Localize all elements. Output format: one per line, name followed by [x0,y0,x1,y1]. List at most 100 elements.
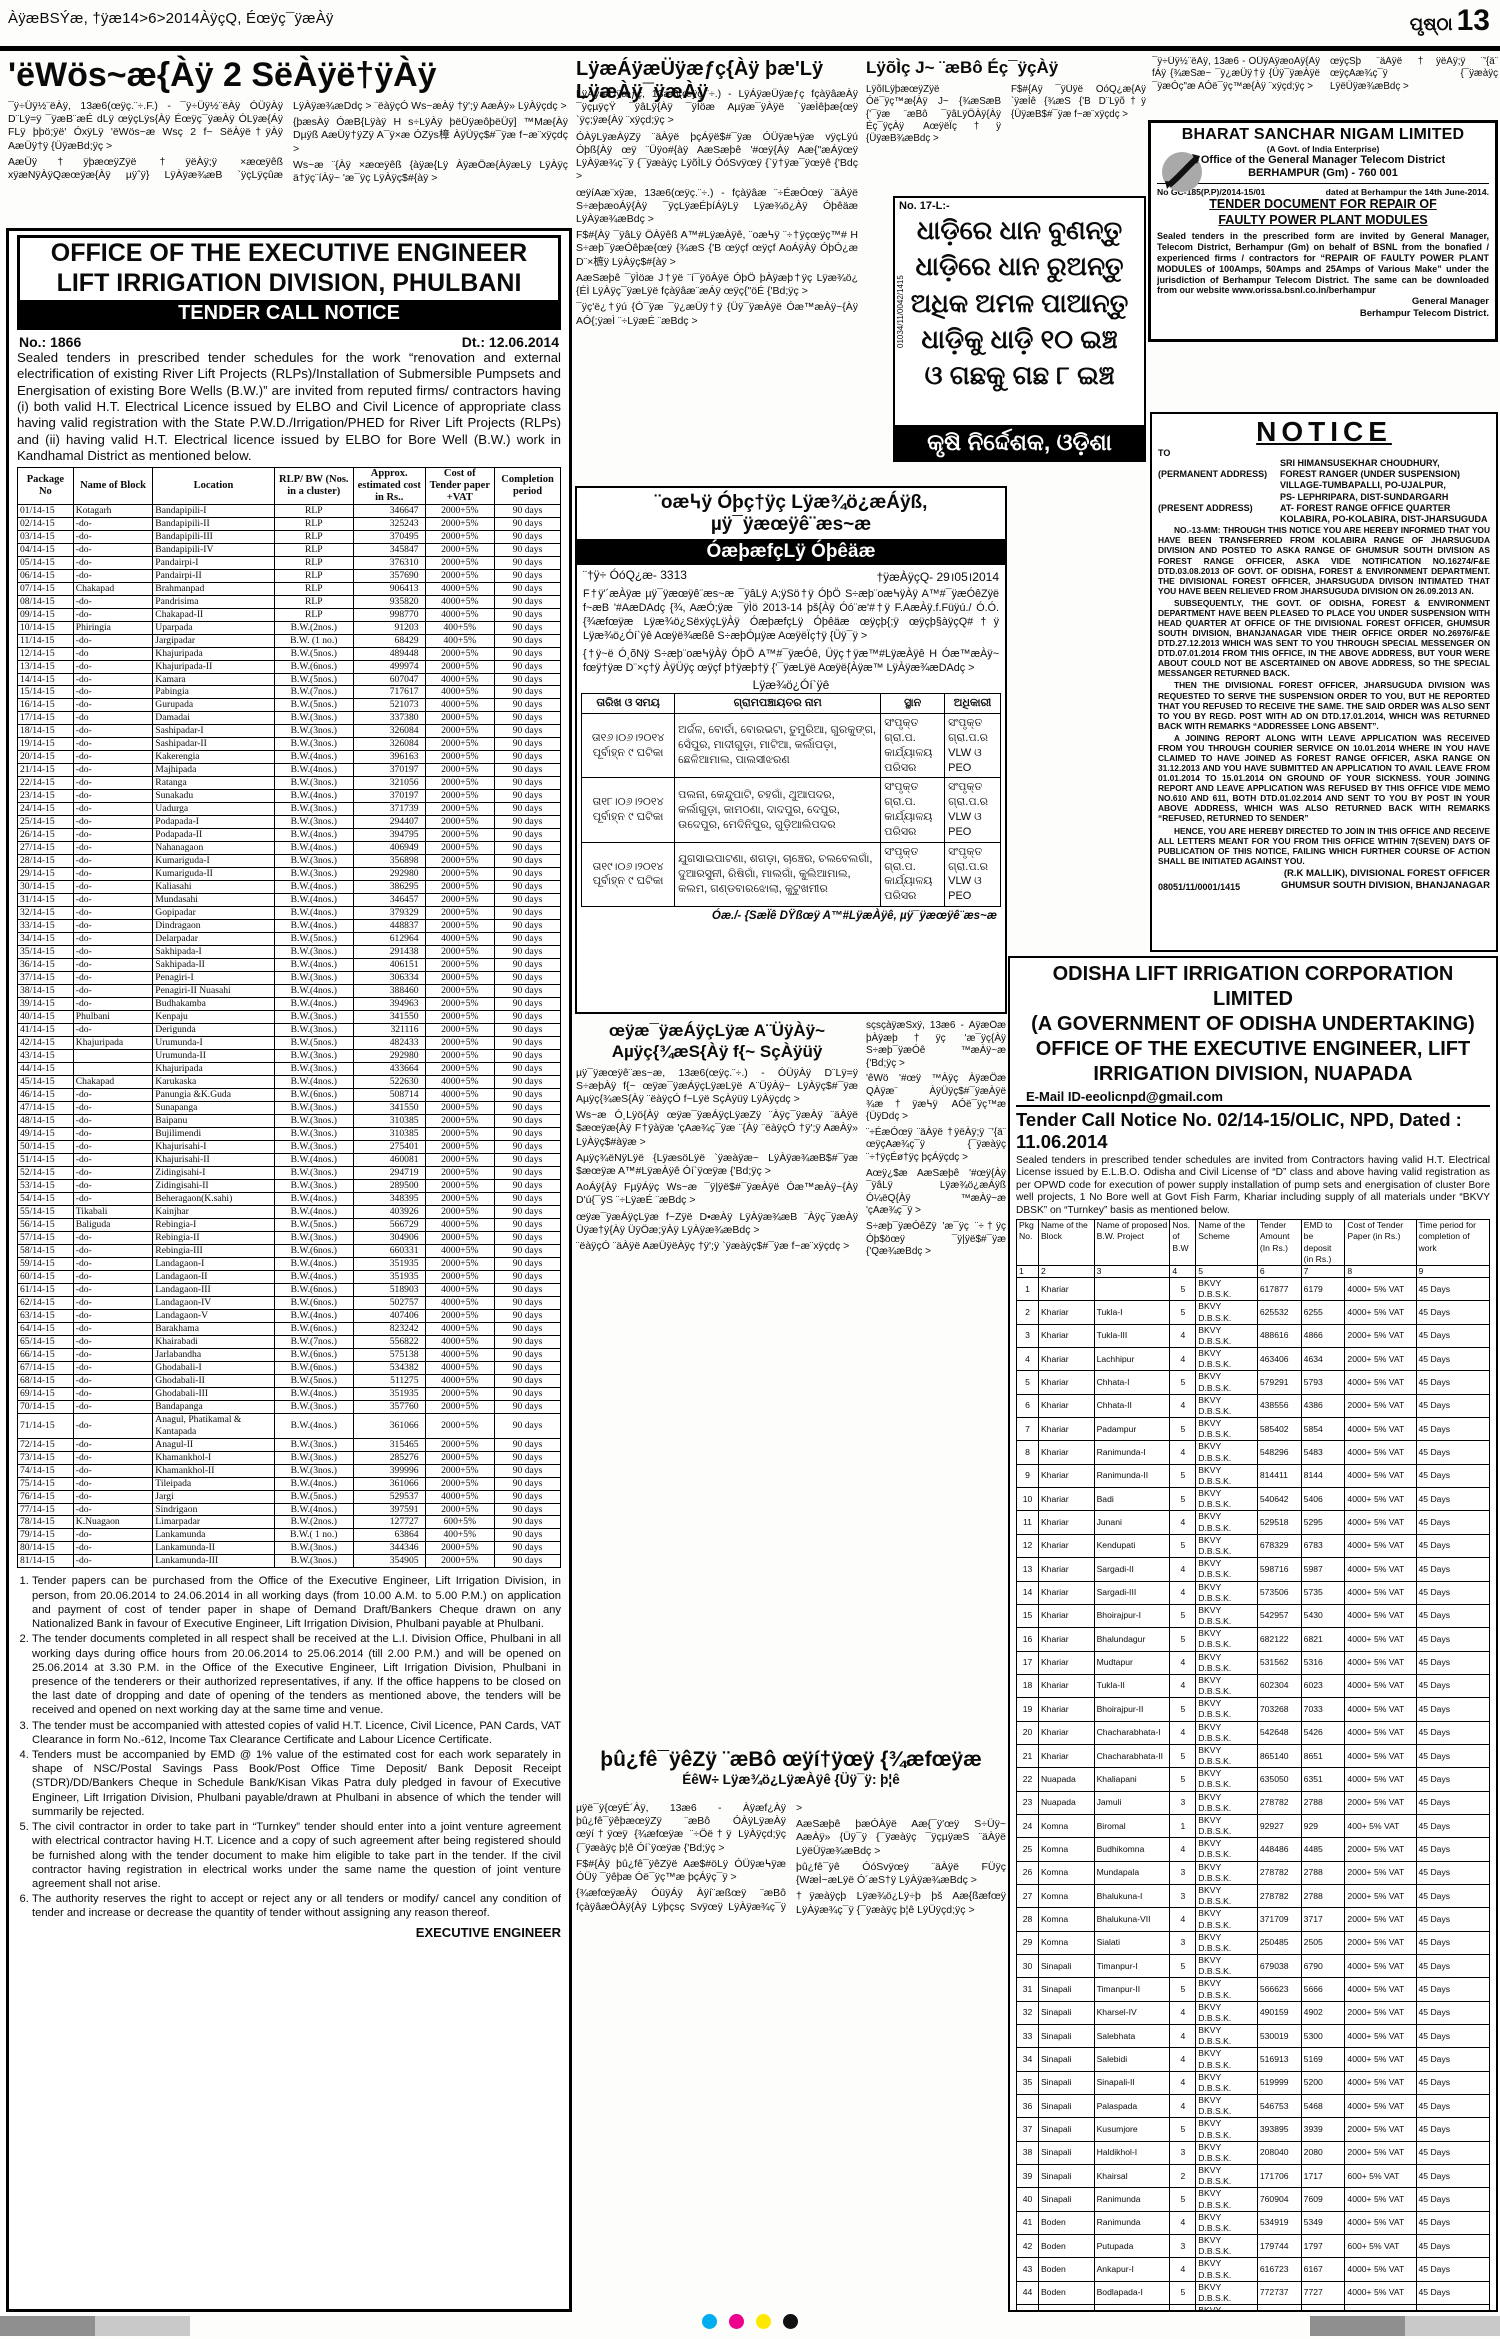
table-cell: 37 [1016,2117,1039,2142]
table-cell: B.W.(6nos.) [273,1347,354,1362]
table-row: 31/14-15 -do- Mundasahi B.W.(4nos.) 346457 20… [17,893,561,908]
table-cell: 4000+ 5% VAT [1344,1977,1417,2002]
table-cell: 4000+ 5% VAT [1344,1954,1417,1979]
table-cell: BKVY D.B.S.K. [1195,1347,1258,1372]
table-row: 6 Khariar Chhata-II 4 BKVY D.B.S.K. 438556 438… [1016,1393,1491,1419]
table-row: 38/14-15 -do- Penagiri-II Nuasahi B.W.(4nos… [17,984,561,999]
table-cell: RLP [273,568,354,583]
table-cell: B.W.(4nos.) [273,1412,354,1439]
table-cell: Khariar [1037,1300,1095,1325]
bsnl-title-line1: TENDER DOCUMENT FOR REPAIR OF [1209,197,1437,212]
table-cell: 75/14-15 [17,1476,74,1491]
table-cell: B.W.(3nos.) [273,1450,354,1465]
paragraph: {þæsÀÿ ÓæB{Lÿàÿ H s÷LÿÀÿ þëÜÿæôþëÜÿ] ™Mæ… [293,116,568,155]
paragraph: LÿõÌLÿþæœÿZÿë Óë¯ÿç™æ{Àÿ J~ {¾æSæB {'¯ÿæ… [866,84,1001,145]
table-row: 22/14-15 -do- Ratanga B.W.(3nos.) 321056 2000… [17,776,561,791]
table-cell: 90 days [494,1476,561,1491]
table-cell: Bodlapada-I [1093,2280,1171,2306]
table-cell: 4866 [1300,1323,1346,1349]
table-row: 41/14-15 -do- Derigunda B.W.(3nos.) 321116 20… [17,1023,561,1038]
table-cell: Sinapali [1037,1977,1095,2002]
table-cell: -do [72,646,154,661]
table-cell: 7 [1016,1417,1039,1442]
table-cell: B.W.(6nos.) [273,1088,354,1102]
table-cell: 4 [1016,1347,1039,1372]
table-cell: 4000+ 5% VAT [1344,2094,1417,2119]
table-cell: 1717 [1300,2164,1346,2189]
table-cell: 92927 [1256,1813,1302,1839]
table-cell: 73/14-15 [17,1450,74,1465]
table-cell: Khariar [1037,1510,1095,1535]
table-cell: Bandapipili-IV [152,542,275,557]
table-cell: 90 days [494,685,561,700]
table-cell: 2000+5% [424,503,496,518]
table-cell: 2000+5% [424,750,496,765]
table-cell: 90 days [494,711,561,726]
table-cell: 37/14-15 [17,971,74,986]
table-cell: 17/14-15 [17,711,74,726]
table-cell: 45 Days [1415,1743,1491,1769]
print-gray-bar-right-dark [1310,2316,1405,2336]
mid-lower-headline-line2: Aµÿç{¾æS{Àÿ f{~ SçÀÿüÿ [611,1042,823,1062]
table-cell: 72/14-15 [17,1437,74,1452]
column-header: Approx. estimated cost in Rs.. [352,466,426,505]
table-cell: 61/14-15 [17,1282,74,1297]
table-cell: -do- [72,880,154,895]
table-cell: Nuapada [1037,1767,1095,1792]
table-cell: 45 Days [1415,1650,1491,1675]
table-cell: B.W.(3nos.) [273,1165,354,1180]
numbering-cell: 5 [1195,1264,1258,1279]
table-cell: 7727 [1300,2280,1346,2306]
forest-to-label: TO [1158,447,1171,458]
table-cell: Sashipadar-II [152,737,275,752]
table-cell [1093,1277,1171,1302]
table-cell: 2000+5% [424,945,496,960]
table-row: 12/14-15 -do Khajuripada B.W.(5nos.) 489448 2… [17,646,561,661]
table-cell: 4000+ 5% VAT [1344,1743,1417,1769]
table-row: 19/14-15 -do- Sashipadar-II B.W.(3nos.) 3260… [17,737,561,752]
bsnl-office-line2: BERHAMPUR (Gm) - 760 001 [1248,167,1398,180]
table-cell: B.W.(7nos.) [273,1334,354,1349]
table-cell: Lankamunda-II [152,1541,275,1556]
table-cell: 01/14-15 [17,503,74,518]
table-row: 78/14-15 K.Nuagaon Limarpadar B.W.(2nos.) 12… [17,1515,561,1530]
table-cell: 2000+ 5% VAT [1344,2117,1417,2142]
table-cell: B.W.(4nos.) [273,1256,354,1271]
table-cell: 90 days [494,815,561,830]
table-cell: 4 [1169,1580,1197,1605]
table-cell: Ranimunda [1093,2187,1171,2212]
table-cell: 16 [1016,1627,1039,1652]
table-cell: -do- [72,750,154,765]
table-cell: Pandairpi-II [152,568,275,583]
table-cell: ଅର୍ଜଳ, ବୋର୍ତା, ବୋରଭଟା, ତୁମୁରିଆ, ଗୁରକୁଙ୍ଗ… [674,713,882,779]
bsnl-signature: General Manager Berhampur Telecom Distri… [1157,296,1489,320]
table-cell: Gurupada [152,698,275,713]
table-cell: Kakerengia [152,750,275,765]
table-cell: 351935 [352,1386,426,1401]
table-cell: Sargadi-II [1093,1557,1171,1582]
table-cell: 4000+ 5% VAT [1344,2024,1417,2049]
audit-schedule-table: ତାରିଖ ଓ ସମୟ ଗ୍ରାମପଞ୍ଚାୟତର ନାମ ସ୍ଥାନ ଅଧିକାରୀ… [580,693,1001,908]
table-cell: 600+ 5% VAT [1344,2164,1417,2189]
table-cell: 15 [1016,1603,1039,1629]
table-cell: 540642 [1256,1487,1302,1512]
table-cell: BKVY D.B.S.K. [1195,2047,1258,2072]
phulbani-banner: TENDER CALL NOTICE [20,300,558,327]
table-cell: 463406 [1256,1347,1302,1372]
table-cell: 386295 [352,880,426,895]
table-row: 24/14-15 -do- Uadurga B.W.(3nos.) 371739 2000… [17,802,561,817]
table-cell: Sinapali [1037,2024,1095,2049]
table-row: 19 Khariar Bhoirajpur-II 5 BKVY D.B.S.K. 7032… [1016,1697,1491,1722]
table-cell: 4000+5% [424,698,496,713]
table-cell: Budhakamba [152,997,275,1012]
reg-dot-magenta [729,2314,744,2329]
table-cell: Kenpaju [152,1010,275,1025]
table-cell: BKVY D.B.S.K. [1195,2140,1258,2166]
table-cell: 90 days [494,1062,561,1077]
table-cell: B.W.(4nos.) [273,919,354,934]
table-cell: 2000+ 5% VAT [1344,1393,1417,1419]
table-cell: 4000+ 5% VAT [1344,1627,1417,1652]
audit-ref-no: ¨†ÿ÷ ÓóQ¿æ- 3313 [583,568,687,582]
table-cell: 8651 [1300,1743,1346,1769]
table-cell: 54/14-15 [17,1191,74,1206]
